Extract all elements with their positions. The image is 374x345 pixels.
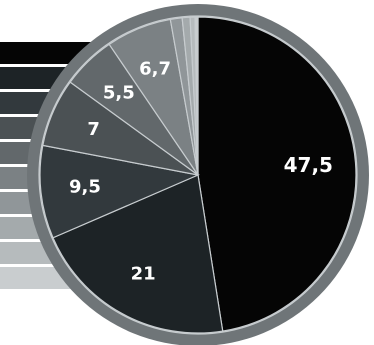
pie-slices — [39, 16, 357, 334]
pie-rim — [38, 15, 358, 335]
slice-label-2: 21 — [131, 264, 156, 285]
slice-label-1: 47,5 — [284, 153, 333, 177]
pie-slice-10 — [194, 16, 199, 176]
pie-slice-3 — [39, 144, 201, 239]
slice-label-5: 5,5 — [103, 82, 135, 103]
pie-slice-2 — [52, 174, 224, 334]
slice-label-3: 9,5 — [69, 177, 101, 198]
slice-label-4: 7 — [87, 119, 100, 140]
pie-labels: 47,5 21 9,5 75,56,7 — [69, 59, 333, 285]
pie-slice-1 — [197, 16, 357, 332]
slice-label-6: 6,7 — [139, 59, 171, 80]
